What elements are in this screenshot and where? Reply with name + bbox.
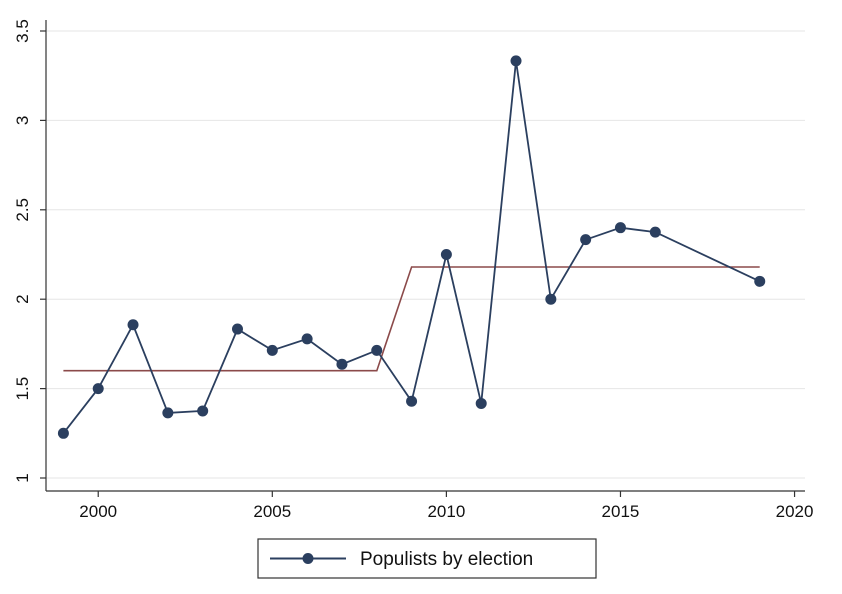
y-tick-label: 3 (13, 116, 32, 125)
data-point (406, 395, 418, 407)
x-tick-label: 2015 (602, 502, 640, 521)
y-tick-label: 2.5 (13, 198, 32, 222)
series-period-mean (63, 266, 760, 372)
x-tick-label: 2000 (79, 502, 117, 521)
x-axis-ticks: 2000 2005 2010 2015 2020 (79, 491, 813, 521)
axes (45, 20, 805, 492)
data-point (92, 383, 104, 395)
y-tick-label: 1 (13, 473, 32, 482)
data-point (162, 407, 174, 419)
legend-swatch-marker (302, 553, 314, 564)
series-populists-by-election (57, 55, 766, 439)
data-point (127, 319, 139, 331)
data-point (649, 226, 661, 238)
legend-label: Populists by election (360, 549, 533, 570)
series-line (62, 60, 761, 434)
data-point (57, 427, 69, 439)
series (57, 55, 766, 439)
data-point (301, 333, 313, 345)
data-point (475, 397, 487, 409)
mean-step-line (63, 266, 760, 372)
y-tick-label: 1.5 (13, 377, 32, 401)
x-tick-label: 2020 (776, 502, 814, 521)
x-tick-label: 2010 (427, 502, 465, 521)
data-point (510, 55, 522, 67)
data-point (580, 234, 592, 246)
data-point (197, 405, 209, 417)
data-point (371, 344, 383, 356)
data-point (440, 249, 452, 260)
data-point (614, 222, 626, 234)
y-tick-label: 3.5 (13, 19, 32, 43)
data-point (545, 293, 557, 305)
y-axis-ticks: 1 1.5 2 2.5 3 3.5 (13, 19, 46, 483)
x-tick-label: 2005 (253, 502, 291, 521)
gridlines (46, 30, 805, 479)
data-point (336, 358, 348, 370)
y-tick-label: 2 (13, 294, 32, 303)
data-point (754, 275, 766, 287)
data-point (231, 323, 243, 335)
legend: Populists by election (257, 538, 597, 579)
data-point (266, 344, 278, 356)
